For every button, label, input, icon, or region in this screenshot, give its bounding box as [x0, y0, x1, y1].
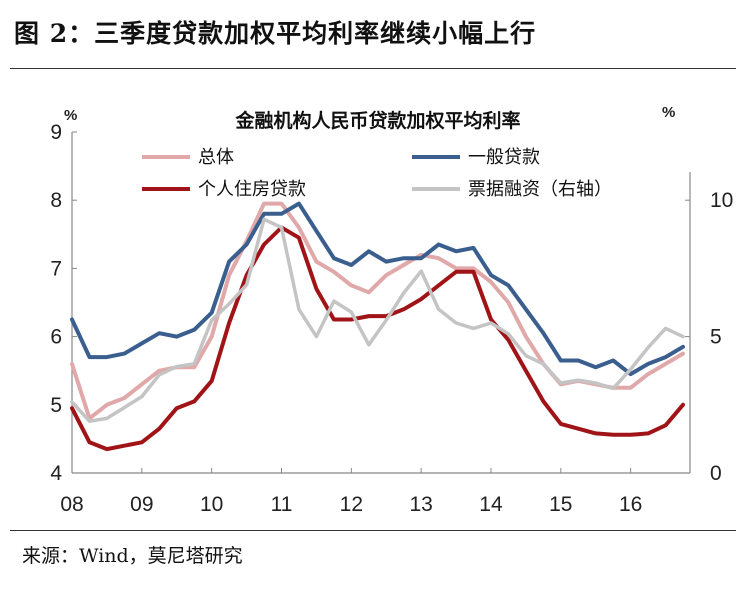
x-tick-label: 14 — [479, 493, 503, 516]
x-tick-label: 11 — [271, 493, 293, 516]
legend-label: 一般贷款 — [468, 147, 540, 168]
left-tick-label: 9 — [50, 121, 62, 144]
right-tick-label: 5 — [710, 326, 722, 349]
left-axis-unit: % — [64, 107, 77, 124]
source-rule — [10, 530, 736, 531]
right-tick-label: 10 — [710, 189, 733, 212]
x-tick-label: 10 — [200, 493, 223, 516]
x-tick-label: 13 — [409, 493, 432, 516]
x-tick-label: 12 — [340, 493, 363, 516]
title-rule — [10, 68, 736, 69]
x-tick-label: 09 — [130, 493, 153, 516]
chart-lines — [70, 201, 685, 452]
series-line-1 — [70, 201, 685, 377]
x-tick-label: 08 — [60, 493, 83, 516]
legend-label: 个人住房贷款 — [198, 179, 306, 200]
series-line-0 — [70, 201, 685, 421]
left-tick-label: 7 — [50, 257, 62, 280]
legend-label: 总体 — [198, 147, 234, 168]
figure-title: 图 2：三季度贷款加权平均利率继续小幅上行 — [14, 19, 537, 48]
series-line-2 — [70, 225, 685, 452]
right-axis-unit: % — [662, 104, 675, 121]
left-tick-label: 5 — [50, 394, 62, 417]
chart-title: 金融机构人民币贷款加权平均利率 — [234, 109, 520, 132]
source-note: 来源：Wind，莫尼塔研究 — [22, 545, 243, 567]
left-tick-label: 6 — [50, 326, 62, 349]
x-tick-label: 15 — [549, 493, 572, 516]
chart-axes: 4 5 6 7 8 9 0 5 10 08 09 10 11 12 13 14 15 16 — [50, 121, 733, 516]
right-tick-label: 0 — [710, 462, 722, 485]
left-tick-label: 8 — [50, 189, 62, 212]
left-tick-label: 4 — [50, 462, 62, 485]
series-line-3 — [70, 217, 685, 423]
x-tick-label: 16 — [619, 493, 642, 516]
legend-label: 票据融资（右轴） — [468, 179, 612, 200]
